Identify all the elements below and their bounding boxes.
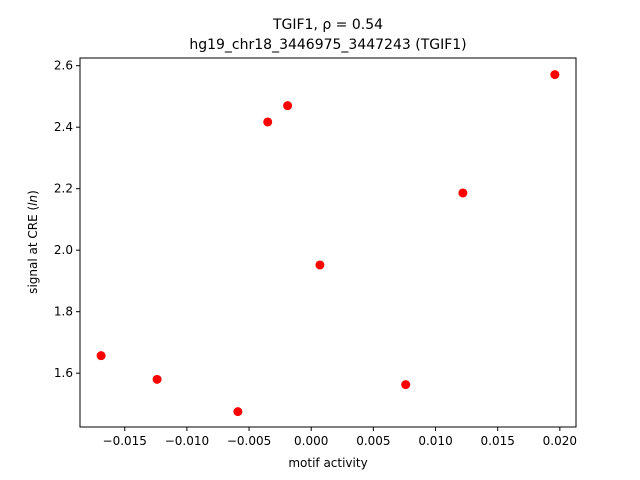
x-axis: −0.015 −0.010 −0.005 0.000 0.005 0.010 0.015 0.… [103,427,577,448]
y-axis-label-italic: ln [26,195,40,206]
plot-area [79,57,577,428]
data-point [401,380,411,390]
y-axis-label-prefix: signal at CRE ( [26,206,40,294]
data-point [263,117,273,127]
y-tick-label: 2.4 [54,120,73,134]
y-tick-label: 2.2 [54,182,73,196]
x-tick-label: −0.010 [165,434,209,448]
chart-title-line-1: TGIF1, ρ = 0.54 [272,17,383,33]
y-tick-label: 2.0 [54,243,73,257]
y-tick-label: 1.8 [54,305,73,319]
x-axis-label: motif activity [288,456,367,470]
data-point [233,407,243,417]
data-point [152,374,162,384]
data-point [315,260,325,270]
x-tick-label: 0.000 [294,434,328,448]
y-axis: 1.6 1.8 2.0 2.2 2.4 2.6 [54,59,80,380]
data-point [96,351,106,361]
chart-title-line-2: hg19_chr18_3446975_3447243 (TGIF1) [189,37,466,53]
data-point [283,101,293,111]
data-point [550,70,560,80]
y-tick-label: 2.6 [54,59,73,73]
data-point [458,188,468,198]
x-tick-label: 0.015 [481,434,515,448]
x-tick-label: −0.005 [227,434,271,448]
x-tick-label: 0.020 [543,434,577,448]
y-tick-label: 1.6 [54,366,73,380]
y-axis-label: signal at CRE (ln) [26,190,40,294]
x-tick-label: 0.005 [356,434,390,448]
y-axis-label-suffix: ) [26,190,40,195]
data-points [96,70,560,417]
x-tick-label: −0.015 [103,434,147,448]
x-tick-label: 0.010 [418,434,452,448]
